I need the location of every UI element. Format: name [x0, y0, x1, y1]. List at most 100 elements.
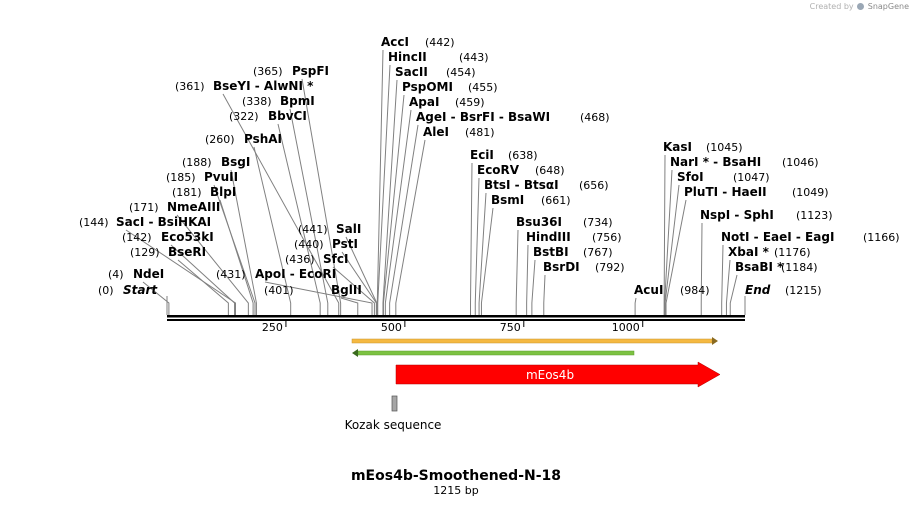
site-position: (661) [541, 194, 571, 207]
credit-prefix: Created by [809, 2, 854, 11]
site-position: (984) [680, 284, 710, 297]
site-name[interactable]: SfoI [677, 170, 704, 184]
feature-mEos4b-label: mEos4b [526, 368, 574, 382]
leader-line [264, 281, 373, 315]
leader-line [213, 184, 256, 315]
site-name[interactable]: XbaI * [728, 245, 770, 259]
site-labels: Start (0) NdeI (4) BseRI (129)Eco53kI (142) Sac… [79, 35, 900, 297]
snapgene-logo-icon [857, 3, 865, 10]
site-name[interactable]: EciI [470, 148, 494, 162]
site-name[interactable]: Eco53kI [161, 230, 214, 244]
site-position: (1215) [785, 284, 822, 297]
site-position: (792) [595, 261, 625, 274]
site-position: (188) [182, 156, 212, 169]
site-name[interactable]: BbvCI [268, 109, 307, 123]
leader-line [389, 124, 419, 315]
site-position: (181) [172, 186, 202, 199]
site-name[interactable]: AgeI - BsrFI - BsaWI [416, 110, 550, 124]
site-name[interactable]: AleI [423, 125, 449, 139]
site-name[interactable]: BstBI [533, 245, 569, 259]
site-name[interactable]: SacI - BsiHKAI [116, 215, 211, 229]
site-name[interactable]: AccI [381, 35, 409, 49]
leader-line [700, 222, 703, 315]
leader-line [729, 274, 738, 315]
site-name[interactable]: NotI - EaeI - EagI [721, 230, 834, 244]
site-name[interactable]: EcoRV [477, 163, 520, 177]
site-name[interactable]: BsmI [491, 193, 524, 207]
site-name[interactable]: PspFI [292, 64, 329, 78]
tick-label: 500 [381, 321, 402, 334]
site-name[interactable]: PshAI [244, 132, 282, 146]
leader-line [474, 177, 480, 315]
site-name[interactable]: HindIII [526, 230, 571, 244]
site-position: (338) [242, 95, 272, 108]
orf-forward[interactable] [351, 337, 718, 345]
site-name[interactable]: AcuI [634, 283, 663, 297]
site-position: (1123) [796, 209, 833, 222]
site-position: (638) [508, 149, 538, 162]
site-name[interactable]: PluTI - HaeII [684, 185, 767, 199]
leader-line [395, 139, 426, 315]
site-name[interactable]: SacII [395, 65, 428, 79]
site-name[interactable]: BpmI [280, 94, 315, 108]
site-name[interactable]: ApaI [409, 95, 439, 109]
site-position: (171) [129, 201, 159, 214]
site-name[interactable]: BlpI [210, 185, 236, 199]
site-position: (144) [79, 216, 109, 229]
leader-line [332, 266, 375, 315]
site-name[interactable]: NdeI [133, 267, 164, 281]
site-position: (1046) [782, 156, 819, 169]
leader-line [377, 64, 391, 315]
site-name[interactable]: BtsI - BtsαI [484, 178, 559, 192]
site-name[interactable]: BsrDI [543, 260, 580, 274]
leader-line [301, 78, 342, 315]
site-name[interactable]: HincII [388, 50, 427, 64]
site-name[interactable]: SfcI [323, 252, 348, 266]
site-name[interactable]: BseYI - AlwNI * [213, 79, 314, 93]
leader-line [253, 146, 292, 315]
feature-kozak[interactable]: Kozak sequence [345, 395, 442, 432]
tick-label: 250 [262, 321, 283, 334]
site-name[interactable]: PspOMI [402, 80, 453, 94]
leader-line [170, 244, 236, 315]
site-name[interactable]: NmeAIII [167, 200, 220, 214]
leader-line [277, 123, 321, 315]
site-name[interactable]: ApoI - EcoRI [255, 267, 336, 281]
site-position: (443) [459, 51, 489, 64]
leader-line [340, 297, 359, 315]
site-name[interactable]: KasI [663, 140, 692, 154]
site-position: (767) [583, 246, 613, 259]
leader-line [725, 259, 731, 315]
site-position: (401) [264, 284, 294, 297]
feature-kozak-label: Kozak sequence [345, 418, 442, 432]
site-name[interactable]: NarI * - BsaHI [670, 155, 761, 169]
site-name[interactable]: PvuII [204, 170, 238, 184]
site-position: (436) [285, 253, 315, 266]
site-name[interactable]: BsaBI * [735, 260, 784, 274]
map-length: 1215 bp [433, 484, 478, 497]
site-name[interactable]: SalI [336, 222, 361, 236]
site-name[interactable]: End [745, 283, 771, 297]
site-name[interactable]: BsgI [221, 155, 250, 169]
leader-line [531, 259, 536, 315]
site-name[interactable]: Bsu36I [516, 215, 562, 229]
site-name[interactable]: BglII [331, 283, 362, 297]
site-name[interactable]: PstI [332, 237, 358, 251]
leader-line [230, 169, 257, 315]
site-position: (0) [98, 284, 114, 297]
leader-line [177, 259, 229, 315]
leader-line [480, 207, 494, 315]
leader-line [664, 184, 680, 315]
orf-reverse[interactable] [352, 349, 635, 357]
site-name[interactable]: Start [123, 283, 158, 297]
site-name[interactable]: BseRI [168, 245, 206, 259]
site-name[interactable]: NspI - SphI [700, 208, 774, 222]
site-position: (440) [294, 238, 324, 251]
feature-mEos4b[interactable]: mEos4b [395, 361, 721, 388]
site-position: (129) [130, 246, 160, 259]
site-position: (1166) [863, 231, 900, 244]
scale-ticks: 250 500 750 1000 [262, 321, 644, 334]
site-position: (459) [455, 96, 485, 109]
tick-label: 1000 [612, 321, 640, 334]
